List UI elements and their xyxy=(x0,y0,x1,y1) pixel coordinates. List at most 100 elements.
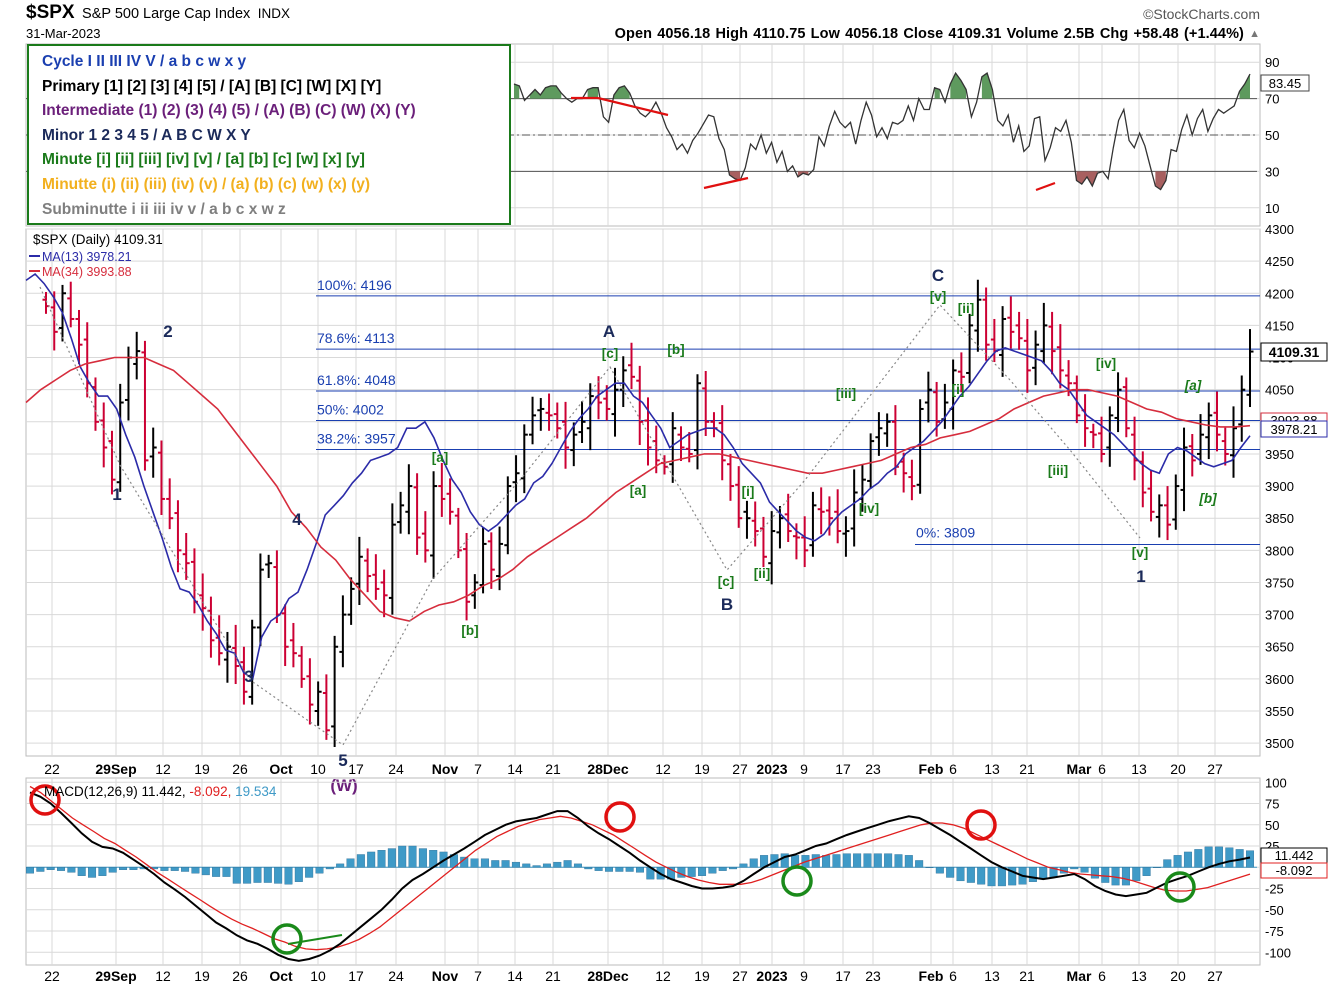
legend-row-4: Minute [i] [ii] [iii] [iv] [v] / [a] [b]… xyxy=(42,151,365,169)
x-tick-label-bottom: 19 xyxy=(694,968,710,984)
macd-histogram-bar xyxy=(863,853,872,868)
macd-histogram-bar xyxy=(636,867,645,873)
macd-histogram-bar xyxy=(1070,867,1079,870)
macd-y-tick: -75 xyxy=(1265,924,1284,939)
x-tick-label: 21 xyxy=(545,761,561,777)
macd-histogram-bar xyxy=(542,863,551,868)
x-tick-label: 13 xyxy=(1131,761,1147,777)
ma13-legend: MA(13) 3978.21 xyxy=(42,250,132,264)
macd-histogram-bar xyxy=(1101,867,1110,883)
macd-histogram-bar xyxy=(325,867,334,870)
wave-label-minute: [c] xyxy=(602,346,619,361)
x-tick-label-bottom: Nov xyxy=(432,968,459,984)
wave-label-minute: [ii] xyxy=(754,566,771,581)
macd-histogram-bar xyxy=(356,854,365,868)
x-tick-label: 14 xyxy=(507,761,523,777)
legend-row-1: Primary [1] [2] [3] [4] [5] / [A] [B] [C… xyxy=(42,77,382,95)
macd-title-part: -8.092, xyxy=(189,784,235,799)
wave-label-minute: [b] xyxy=(1198,491,1217,506)
macd-histogram-bar xyxy=(26,867,35,874)
x-tick-label: 17 xyxy=(835,761,851,777)
macd-histogram-bar xyxy=(925,867,934,868)
x-tick-label-bottom: Oct xyxy=(269,968,293,984)
x-tick-label: 17 xyxy=(348,761,364,777)
macd-panel-title: MACD(12,26,9) 11.442, -8.092, 19.534 xyxy=(44,784,277,799)
macd-histogram-bar xyxy=(480,858,489,868)
macd-y-tick: -100 xyxy=(1265,945,1291,960)
legend-row-6: Subminutte i ii iii iv v / a b c x w z xyxy=(42,200,286,218)
rsi-y-tick: 90 xyxy=(1265,55,1279,70)
macd-histogram-bar xyxy=(294,867,303,882)
macd-histogram-bar xyxy=(305,867,314,878)
price-y-tick: 3550 xyxy=(1265,704,1294,719)
price-y-tick: 3950 xyxy=(1265,447,1294,462)
x-tick-label: 22 xyxy=(44,761,60,777)
x-tick-label: Nov xyxy=(432,761,459,777)
wave-label-minute: [b] xyxy=(667,342,684,357)
wave-label-minute: [b] xyxy=(461,623,478,638)
x-tick-label: 9 xyxy=(800,761,808,777)
wave-label-intermediate: (W) xyxy=(330,776,357,795)
macd-histogram-bar xyxy=(398,845,407,868)
x-tick-label-bottom: 13 xyxy=(984,968,1000,984)
x-tick-label-bottom: 29Sep xyxy=(95,968,136,984)
symbol: $SPX xyxy=(26,2,75,23)
macd-histogram-bar xyxy=(894,854,903,868)
macd-bearish-cross-circle xyxy=(604,801,636,833)
ma13-tag: 3978.21 xyxy=(1271,422,1318,437)
x-tick-label-bottom: 9 xyxy=(800,968,808,984)
price-panel-title: $SPX (Daily) 4109.31 xyxy=(33,232,163,247)
macd-histogram-bar xyxy=(977,867,986,885)
macd-histogram-bar xyxy=(46,867,55,870)
rsi-y-tick: 10 xyxy=(1265,201,1279,216)
macd-histogram-bar xyxy=(915,860,924,868)
macd-histogram-bar xyxy=(1121,867,1130,886)
macd-histogram-bar xyxy=(160,867,169,871)
macd-histogram-bar xyxy=(150,867,159,870)
macd-histogram-bar xyxy=(346,858,355,868)
rsi-y-tick: 30 xyxy=(1265,164,1279,179)
macd-histogram-bar xyxy=(729,867,738,870)
macd-histogram-bar xyxy=(563,860,572,868)
wave-label-minute: [ii] xyxy=(958,301,975,316)
macd-histogram-bar xyxy=(88,867,97,878)
x-tick-label-bottom: 12 xyxy=(655,968,671,984)
wave-label-minor: A xyxy=(603,322,615,341)
price-y-tick: 4150 xyxy=(1265,318,1294,333)
macd-histogram-bar xyxy=(522,863,531,868)
macd-histogram-bar xyxy=(884,853,893,868)
x-tick-label-bottom: 21 xyxy=(545,968,561,984)
x-tick-label-bottom: 7 xyxy=(474,968,482,984)
x-tick-label-bottom: 2023 xyxy=(756,968,787,984)
macd-y-tick: -25 xyxy=(1265,882,1284,897)
macd-histogram-bar xyxy=(739,863,748,868)
wave-label-minor: 2 xyxy=(163,322,172,341)
macd-histogram-bar xyxy=(853,853,862,868)
rsi-oversold-fill xyxy=(797,171,809,177)
wave-label-minute: [v] xyxy=(1132,545,1149,560)
macd-divergence-mark xyxy=(287,934,343,945)
legend-row-0: Cycle I II III IV V / a b c w x y xyxy=(42,53,247,70)
macd-histogram-bar xyxy=(98,867,107,876)
macd-histogram-bar xyxy=(1028,867,1037,882)
price-y-tick: 4300 xyxy=(1265,222,1294,237)
macd-histogram-bar xyxy=(491,860,500,868)
x-tick-label-bottom: 24 xyxy=(388,968,404,984)
x-tick-label-bottom: 22 xyxy=(44,968,60,984)
wave-label-minute: [iii] xyxy=(836,386,856,401)
rsi-divergence-mark xyxy=(703,176,749,190)
price-y-tick: 3500 xyxy=(1265,736,1294,751)
macd-histogram-bar xyxy=(1090,867,1099,879)
wave-label-minute: [i] xyxy=(952,382,965,397)
rsi-last-tag-box xyxy=(1260,74,1310,92)
macd-histogram-bar xyxy=(873,853,882,868)
x-tick-label-bottom: Mar xyxy=(1067,968,1092,984)
macd-histogram-bar xyxy=(418,848,427,868)
rsi-y-tick: 50 xyxy=(1265,128,1279,143)
macd-histogram-bar xyxy=(997,867,1006,887)
exchange: INDX xyxy=(257,6,290,21)
x-tick-label-bottom: 10 xyxy=(310,968,326,984)
x-tick-label: 19 xyxy=(694,761,710,777)
macd-histogram-bar xyxy=(119,867,128,870)
